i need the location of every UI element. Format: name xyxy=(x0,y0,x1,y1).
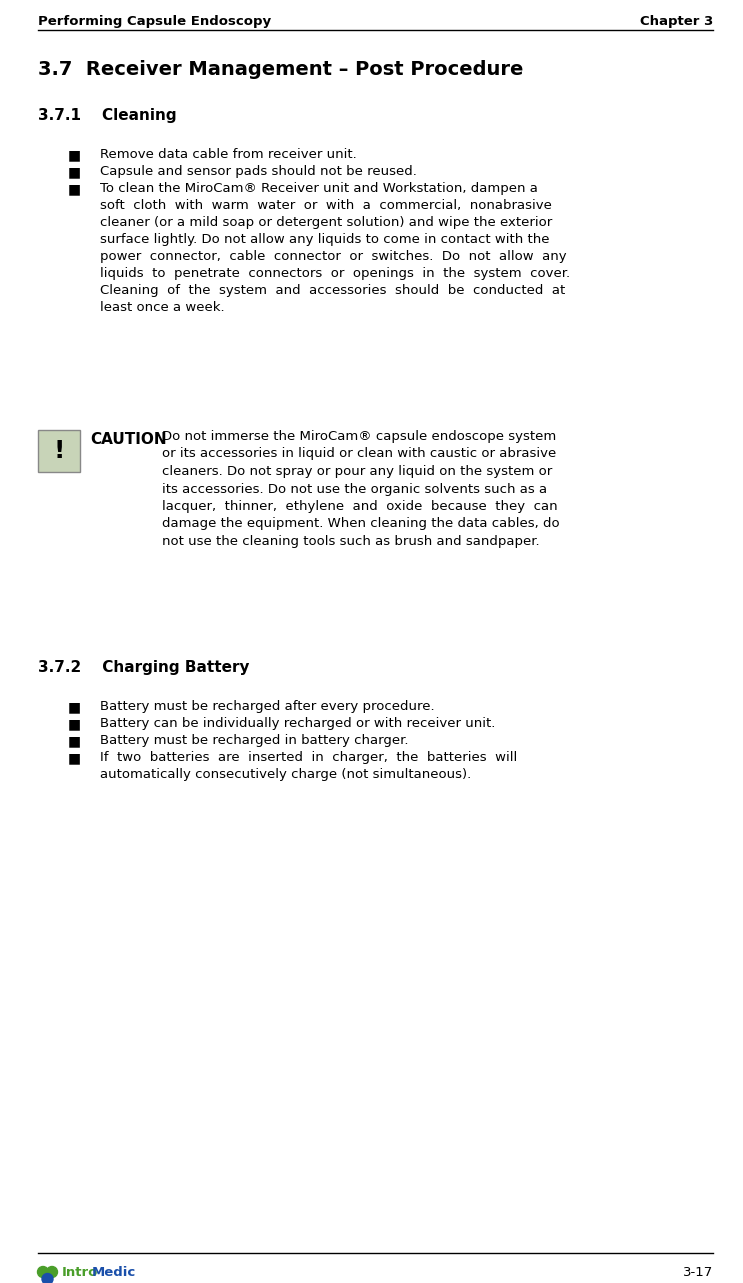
Text: 3-17: 3-17 xyxy=(683,1266,713,1279)
Text: cleaners. Do not spray or pour any liquid on the system or: cleaners. Do not spray or pour any liqui… xyxy=(162,464,552,479)
Text: Chapter 3: Chapter 3 xyxy=(640,15,713,28)
Text: soft  cloth  with  warm  water  or  with  a  commercial,  nonabrasive: soft cloth with warm water or with a com… xyxy=(100,199,552,212)
Text: Battery must be recharged in battery charger.: Battery must be recharged in battery cha… xyxy=(100,734,409,747)
Text: 3.7  Receiver Management – Post Procedure: 3.7 Receiver Management – Post Procedure xyxy=(38,60,523,80)
Text: not use the cleaning tools such as brush and sandpaper.: not use the cleaning tools such as brush… xyxy=(162,535,539,548)
Text: least once a week.: least once a week. xyxy=(100,302,224,314)
Circle shape xyxy=(37,1266,48,1278)
Text: Medic: Medic xyxy=(92,1266,136,1279)
Text: Performing Capsule Endoscopy: Performing Capsule Endoscopy xyxy=(38,15,271,28)
Text: Capsule and sensor pads should not be reused.: Capsule and sensor pads should not be re… xyxy=(100,166,417,178)
Text: surface lightly. Do not allow any liquids to come in contact with the: surface lightly. Do not allow any liquid… xyxy=(100,234,550,246)
Text: power  connector,  cable  connector  or  switches.  Do  not  allow  any: power connector, cable connector or swit… xyxy=(100,250,567,263)
Circle shape xyxy=(42,1274,53,1283)
Text: or its accessories in liquid or clean with caustic or abrasive: or its accessories in liquid or clean wi… xyxy=(162,448,557,461)
Text: lacquer,  thinner,  ethylene  and  oxide  because  they  can: lacquer, thinner, ethylene and oxide bec… xyxy=(162,500,558,513)
Text: Battery must be recharged after every procedure.: Battery must be recharged after every pr… xyxy=(100,701,435,713)
Text: liquids  to  penetrate  connectors  or  openings  in  the  system  cover.: liquids to penetrate connectors or openi… xyxy=(100,267,570,280)
Text: Remove data cable from receiver unit.: Remove data cable from receiver unit. xyxy=(100,148,357,160)
Text: Cleaning  of  the  system  and  accessories  should  be  conducted  at: Cleaning of the system and accessories s… xyxy=(100,284,565,296)
Text: automatically consecutively charge (not simultaneous).: automatically consecutively charge (not … xyxy=(100,769,471,781)
Text: Intro: Intro xyxy=(62,1266,98,1279)
Text: Do not immerse the MiroCam® capsule endoscope system: Do not immerse the MiroCam® capsule endo… xyxy=(162,430,557,443)
Text: 3.7.1    Cleaning: 3.7.1 Cleaning xyxy=(38,108,177,123)
Text: ■: ■ xyxy=(68,701,81,715)
Text: 3.7.2    Charging Battery: 3.7.2 Charging Battery xyxy=(38,659,250,675)
Text: If  two  batteries  are  inserted  in  charger,  the  batteries  will: If two batteries are inserted in charger… xyxy=(100,751,517,763)
Text: ■: ■ xyxy=(68,166,81,180)
Text: !: ! xyxy=(53,439,65,463)
Text: cleaner (or a mild soap or detergent solution) and wipe the exterior: cleaner (or a mild soap or detergent sol… xyxy=(100,216,552,228)
Text: ■: ■ xyxy=(68,148,81,162)
Text: ■: ■ xyxy=(68,182,81,196)
Circle shape xyxy=(47,1266,57,1278)
Text: ■: ■ xyxy=(68,717,81,731)
Text: damage the equipment. When cleaning the data cables, do: damage the equipment. When cleaning the … xyxy=(162,517,559,530)
FancyBboxPatch shape xyxy=(38,430,80,472)
Text: CAUTION: CAUTION xyxy=(90,432,166,446)
Text: To clean the MiroCam® Receiver unit and Workstation, dampen a: To clean the MiroCam® Receiver unit and … xyxy=(100,182,538,195)
Text: Battery can be individually recharged or with receiver unit.: Battery can be individually recharged or… xyxy=(100,717,496,730)
Text: its accessories. Do not use the organic solvents such as a: its accessories. Do not use the organic … xyxy=(162,482,547,495)
Text: ■: ■ xyxy=(68,751,81,765)
Text: ■: ■ xyxy=(68,734,81,748)
